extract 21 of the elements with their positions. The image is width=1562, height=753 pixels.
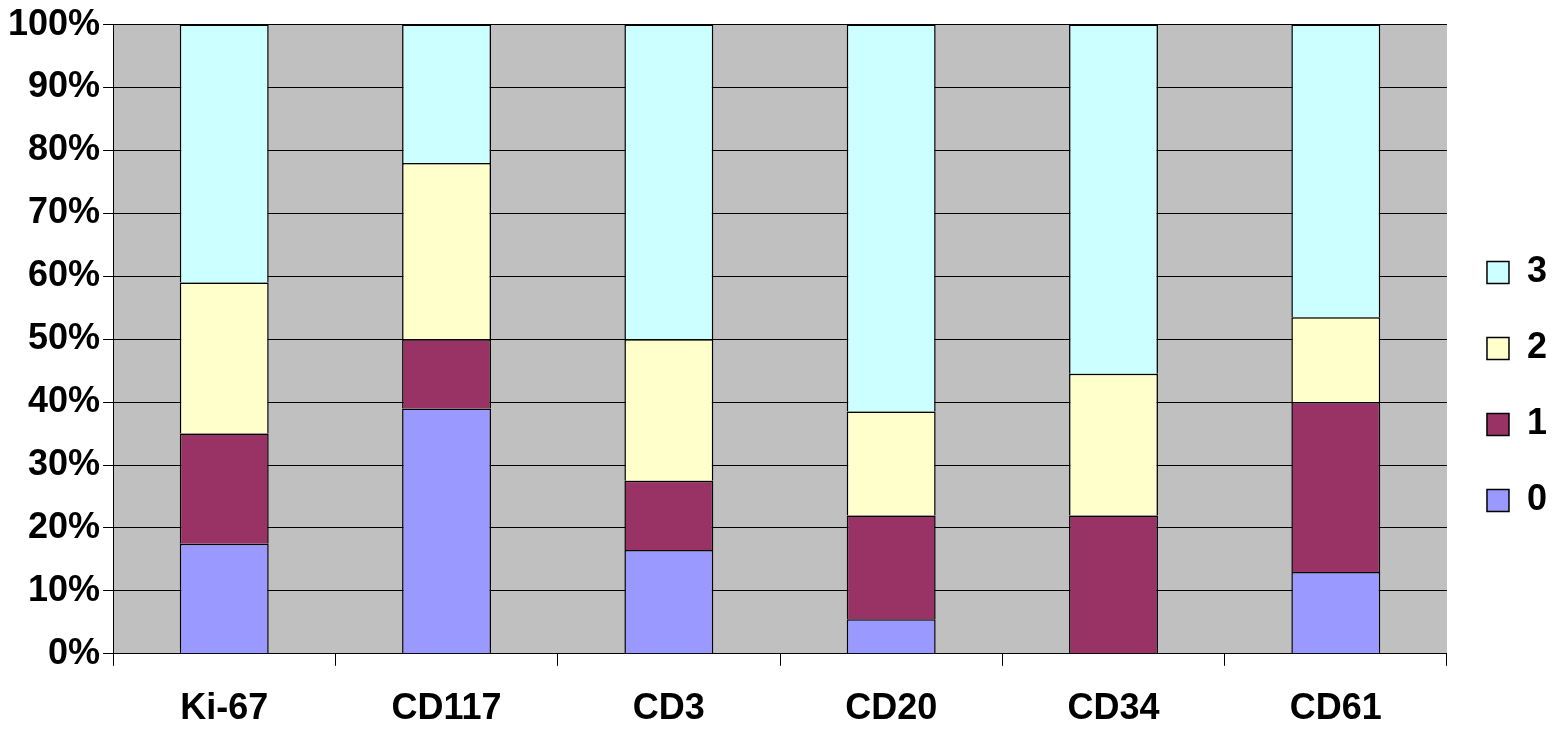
y-tick-label: 10% xyxy=(28,567,101,609)
x-tick-label: CD34 xyxy=(1067,686,1160,728)
y-tick-label: 90% xyxy=(28,64,101,106)
legend-label: 2 xyxy=(1526,325,1548,367)
y-tick-label: 30% xyxy=(28,441,101,483)
y-tick-label: 40% xyxy=(28,379,101,421)
x-tick-label: CD117 xyxy=(391,686,502,728)
x-tick-label: Ki-67 xyxy=(180,686,269,728)
x-tick-label: CD3 xyxy=(632,686,705,728)
legend-label: 3 xyxy=(1526,249,1548,291)
y-tick-label: 0% xyxy=(48,630,101,672)
y-tick-label: 100% xyxy=(8,1,101,43)
y-tick-label: 70% xyxy=(28,190,101,232)
x-tick-label: CD61 xyxy=(1289,686,1382,728)
x-tick-label: CD20 xyxy=(845,686,938,728)
y-tick-label: 20% xyxy=(28,504,101,546)
legend-label: 0 xyxy=(1526,477,1548,519)
y-tick-label: 50% xyxy=(28,316,101,358)
y-tick-label: 80% xyxy=(28,127,101,169)
legend-label: 1 xyxy=(1526,401,1548,443)
y-tick-label: 60% xyxy=(28,253,101,295)
